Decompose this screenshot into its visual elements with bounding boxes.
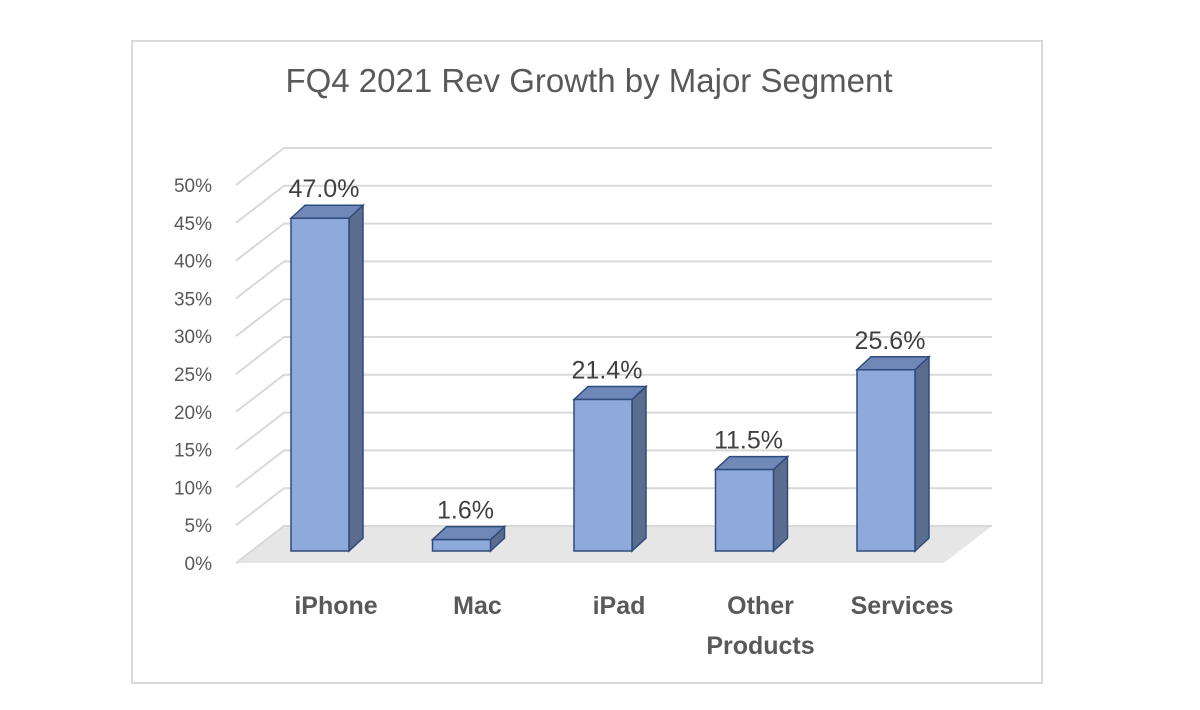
gridline bbox=[235, 373, 992, 413]
x-tick-label: iPhone bbox=[294, 592, 377, 620]
bar-mac bbox=[430, 524, 507, 553]
x-tick-label: Other bbox=[727, 592, 794, 620]
y-tick-label: 30% bbox=[174, 327, 212, 348]
y-tick-label: 35% bbox=[174, 289, 212, 310]
gridline bbox=[235, 222, 992, 262]
y-tick-label: 0% bbox=[185, 554, 213, 575]
bar-side bbox=[772, 454, 789, 553]
bar-side bbox=[348, 203, 364, 553]
bar-top bbox=[289, 204, 365, 219]
data-label: 47.0% bbox=[289, 175, 360, 203]
data-label: 21.4% bbox=[572, 356, 643, 384]
y-tick-label: 20% bbox=[174, 403, 212, 424]
bar-iphone bbox=[289, 203, 365, 553]
y-tick-label: 5% bbox=[185, 516, 213, 537]
bar-front bbox=[431, 538, 492, 552]
y-axis-ticks: 0% 5% 10% 15% 20% 25% 30% 35% 40% 45% 50% bbox=[174, 176, 212, 575]
y-tick-label: 45% bbox=[174, 214, 212, 235]
y-tick-label: 25% bbox=[174, 365, 212, 386]
x-tick-label: Services bbox=[851, 592, 954, 620]
data-labels: 47.0% 1.6% 21.4% 11.5% 25.6% bbox=[289, 175, 926, 524]
data-label: 1.6% bbox=[437, 497, 494, 525]
bar-other-products bbox=[713, 454, 790, 553]
y-tick-label: 10% bbox=[174, 478, 212, 499]
x-tick-label: Products bbox=[706, 632, 814, 660]
bar-front bbox=[714, 468, 775, 552]
y-tick-label: 50% bbox=[174, 176, 212, 197]
data-label: 11.5% bbox=[714, 427, 783, 455]
gridline bbox=[235, 147, 992, 186]
gridline bbox=[235, 336, 992, 375]
gridline bbox=[235, 260, 992, 300]
bar-front bbox=[573, 398, 633, 552]
bar-side bbox=[631, 384, 647, 553]
y-tick-label: 15% bbox=[174, 441, 212, 462]
chart-title: FQ4 2021 Rev Growth by Major Segment bbox=[285, 62, 893, 99]
y-tick-label: 40% bbox=[174, 252, 212, 273]
bar-side bbox=[914, 355, 930, 553]
bar-front bbox=[290, 217, 350, 552]
bar-ipad bbox=[572, 384, 648, 553]
bar-top bbox=[713, 455, 790, 471]
x-axis-ticks: iPhone Mac iPad Other Products Services bbox=[294, 592, 953, 660]
bar-front bbox=[856, 369, 916, 552]
gridline bbox=[235, 411, 992, 451]
bar-services bbox=[855, 355, 931, 553]
gridline bbox=[235, 298, 992, 337]
gridline bbox=[235, 184, 992, 224]
chart-walls bbox=[235, 147, 992, 564]
x-tick-label: iPad bbox=[593, 592, 646, 620]
gridline bbox=[235, 449, 992, 489]
data-label: 25.6% bbox=[855, 327, 926, 355]
bar-top bbox=[855, 356, 931, 371]
bars bbox=[289, 203, 931, 553]
x-tick-label: Mac bbox=[453, 592, 502, 620]
bar-top bbox=[572, 385, 648, 401]
bar-top bbox=[430, 525, 507, 541]
